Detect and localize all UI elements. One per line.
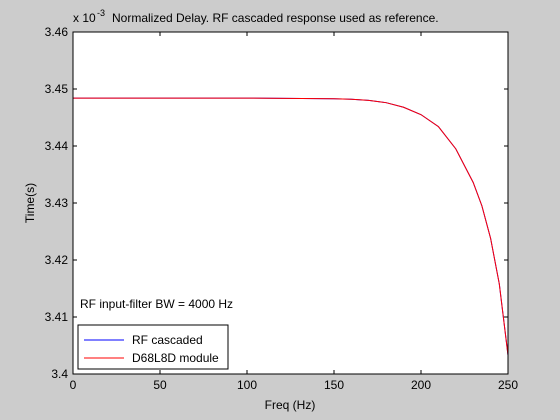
x-tick-label: 0 <box>70 378 77 392</box>
y-tick-label: 3.42 <box>45 253 69 267</box>
x-tick-label: 50 <box>153 378 167 392</box>
legend-box <box>77 324 229 370</box>
y-tick-label: 3.44 <box>45 139 69 153</box>
y-exponent-power: -3 <box>97 8 105 18</box>
y-tick-label: 3.41 <box>45 310 69 324</box>
filter-bw-annotation: RF input-filter BW = 4000 Hz <box>80 297 233 311</box>
y-tick-label: 3.45 <box>45 82 69 96</box>
y-tick-label: 3.46 <box>45 25 69 39</box>
x-tick-label: 250 <box>498 378 518 392</box>
x-tick-label: 200 <box>411 378 431 392</box>
x-tick-label: 100 <box>237 378 257 392</box>
series-layer <box>73 97 509 356</box>
legend-label-d68l8d-module: D68L8D module <box>132 351 219 365</box>
plot-frame <box>72 31 509 375</box>
x-axis-label: Freq (Hz) <box>265 398 316 412</box>
y-axis-label: Time(s) <box>23 183 37 223</box>
chart-title: Normalized Delay. RF cascaded response u… <box>112 11 439 25</box>
legend-label-rf-cascaded: RF cascaded <box>132 333 203 347</box>
series-line-d68l8d-module <box>73 97 509 356</box>
x-tick-label: 150 <box>324 378 344 392</box>
y-tick-label: 3.43 <box>45 196 69 210</box>
tick-layer: 0 50 100 150 200 250 3.4 3.41 3.42 3.43 3.44 3.45 3.… <box>45 25 519 392</box>
legend: RF cascaded D68L8D module <box>77 324 229 370</box>
y-tick-label: 3.4 <box>51 367 68 381</box>
plot-area <box>73 32 508 374</box>
y-exponent-base: x 10 <box>73 11 96 25</box>
